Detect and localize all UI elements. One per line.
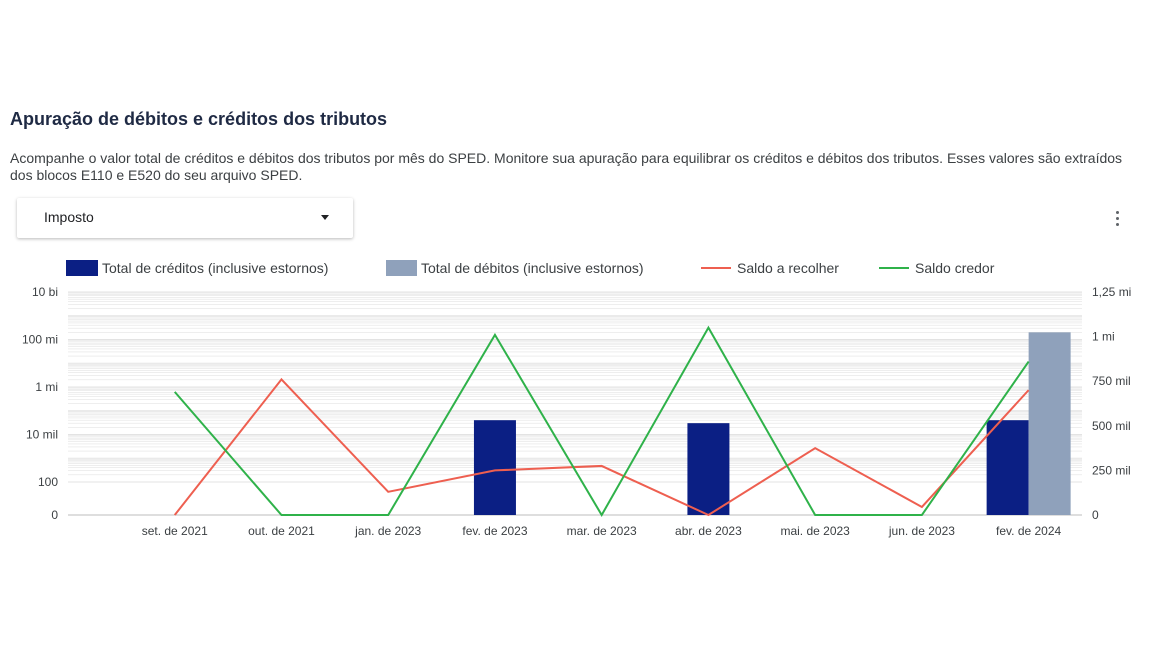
y-left-tick-label: 100 mi: [22, 333, 58, 347]
bar-creditos: [687, 423, 730, 515]
x-tick-label: jun. de 2023: [888, 524, 955, 538]
legend-label: Saldo credor: [915, 260, 995, 276]
y-left-tick-label: 100: [38, 475, 58, 489]
legend-swatch: [386, 260, 417, 276]
chart-description: Acompanhe o valor total de créditos e dé…: [10, 150, 1123, 183]
legend-label: Saldo a recolher: [737, 260, 839, 276]
bar-debitos: [1028, 332, 1071, 515]
x-tick-label: fev. de 2023: [462, 524, 527, 538]
y-left-tick-label: 0: [51, 508, 58, 522]
line-saldo-credor: [173, 325, 1030, 517]
y-right-tick-label: 1,25 mi: [1092, 285, 1131, 299]
x-tick-label: abr. de 2023: [675, 524, 742, 538]
caret-down-icon: [321, 215, 329, 220]
y-right-tick-label: 1 mi: [1092, 330, 1115, 344]
more-vert-icon[interactable]: [1108, 208, 1128, 228]
x-tick-label: set. de 2021: [142, 524, 208, 538]
legend-label: Total de créditos (inclusive estornos): [102, 260, 328, 276]
y-right-tick-label: 250 mil: [1092, 463, 1131, 477]
y-right-tick-label: 500 mil: [1092, 419, 1131, 433]
legend-label: Total de débitos (inclusive estornos): [421, 260, 644, 276]
legend-swatch: [66, 260, 98, 276]
y-right-tick-label: 750 mil: [1092, 374, 1131, 388]
y-left-tick-label: 10 bi: [32, 285, 58, 299]
imposto-filter-dropdown[interactable]: Imposto: [17, 198, 353, 238]
chart-title: Apuração de débitos e créditos dos tribu…: [10, 109, 388, 129]
x-tick-label: mar. de 2023: [567, 524, 637, 538]
y-left-tick-label: 1 mi: [35, 380, 58, 394]
y-left-tick-label: 10 mil: [26, 428, 58, 442]
bar-creditos: [986, 420, 1029, 515]
x-tick-label: fev. de 2024: [996, 524, 1061, 538]
bar-creditos: [473, 420, 516, 515]
x-tick-label: out. de 2021: [248, 524, 315, 538]
x-tick-label: mai. de 2023: [780, 524, 850, 538]
imposto-filter-label: Imposto: [44, 209, 94, 225]
y-right-tick-label: 0: [1092, 508, 1099, 522]
line-saldo-a-recolher: [173, 377, 1030, 517]
x-tick-label: jan. de 2023: [354, 524, 421, 538]
